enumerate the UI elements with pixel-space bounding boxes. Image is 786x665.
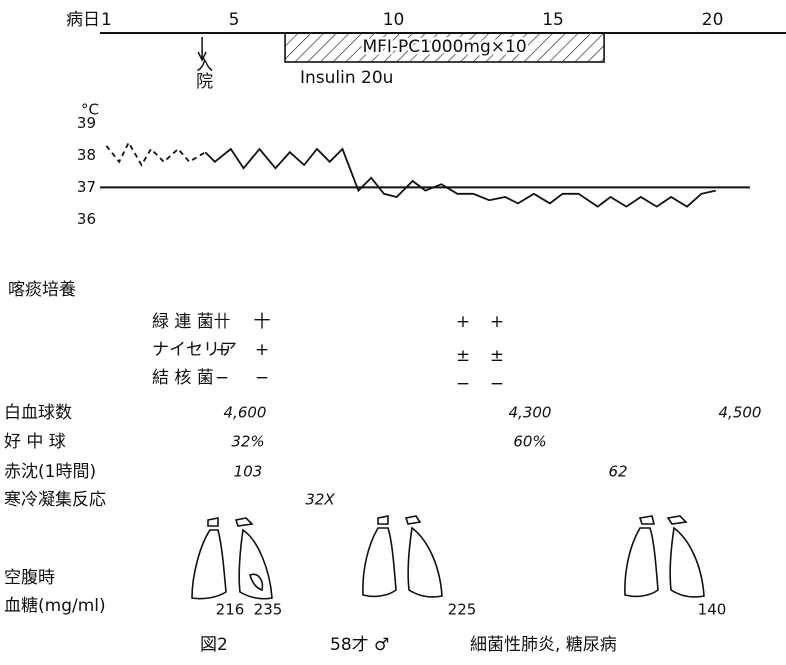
x-tick-label: 5: [229, 10, 240, 30]
lab-value: 60%: [513, 433, 546, 451]
temperature-line: [106, 143, 205, 165]
admission-label: 入院: [192, 55, 213, 89]
lab-value: 4,600: [224, 404, 267, 422]
sputum-title: 喀痰培養: [8, 280, 76, 300]
y-tick-label: 36: [77, 210, 96, 228]
treatment-label: MFI-PC1000mg×10: [362, 37, 526, 57]
sputum-row-label: 緑 連 菌: [152, 312, 214, 332]
x-tick-label: 20: [702, 10, 724, 30]
figure: 病日 °C Insulin 20u 喀痰培養 図2 58才 ♂ 細菌性肺炎, 糖…: [0, 0, 786, 665]
lab-value: 4,300: [509, 404, 552, 422]
glucose-value: 140: [698, 601, 727, 619]
x-tick-label: 10: [383, 10, 405, 30]
x-tick-label: 1: [101, 10, 112, 30]
sputum-result: −: [490, 374, 504, 394]
y-tick-label: 38: [77, 146, 96, 164]
sputum-result: ±: [456, 346, 470, 366]
sputum-row-label: 結 核 菌: [152, 368, 214, 388]
lung-sketch: [192, 518, 272, 599]
patient: 58才 ♂: [330, 635, 389, 655]
lab-value: 103: [234, 463, 263, 481]
glucose-label: 血糖(mg/ml): [4, 596, 106, 616]
lab-value: 4,500: [719, 404, 762, 422]
lab-value: 32X: [305, 491, 335, 509]
lab-label: 好 中 球: [4, 432, 66, 452]
lung-sketch: [363, 516, 442, 597]
temperature-line: [205, 149, 715, 207]
lab-label: 白血球数: [4, 403, 72, 423]
lab-label: 赤沈(1時間): [4, 462, 96, 482]
y-tick-label: 37: [77, 178, 96, 196]
lung-sketch: [625, 516, 704, 597]
sputum-result: +: [490, 312, 504, 332]
glucose-value: 235: [254, 601, 283, 619]
sputum-result: −: [456, 374, 470, 394]
sputum-result: +: [456, 312, 470, 332]
glucose-value: 225: [448, 601, 477, 619]
diagnosis: 細菌性肺炎, 糖尿病: [470, 635, 617, 655]
sputum-result: +: [255, 340, 269, 360]
sputum-result: ±: [490, 346, 504, 366]
lab-value: 62: [608, 463, 627, 481]
sputum-result: 十: [254, 312, 271, 332]
insulin-label: Insulin 20u: [300, 68, 393, 88]
y-tick-label: 39: [77, 114, 96, 132]
lab-value: 32%: [231, 433, 264, 451]
sputum-result: −: [255, 368, 269, 388]
sputum-result: +: [215, 340, 229, 360]
sputum-result: −: [215, 368, 229, 388]
figure-number: 図2: [200, 635, 228, 655]
glucose-label: 空腹時: [4, 568, 55, 588]
sputum-result: 卄: [214, 312, 231, 332]
glucose-value: 216: [216, 601, 245, 619]
day-label: 病日: [66, 10, 100, 30]
x-tick-label: 15: [542, 10, 564, 30]
lab-label: 寒冷凝集反応: [4, 490, 106, 510]
